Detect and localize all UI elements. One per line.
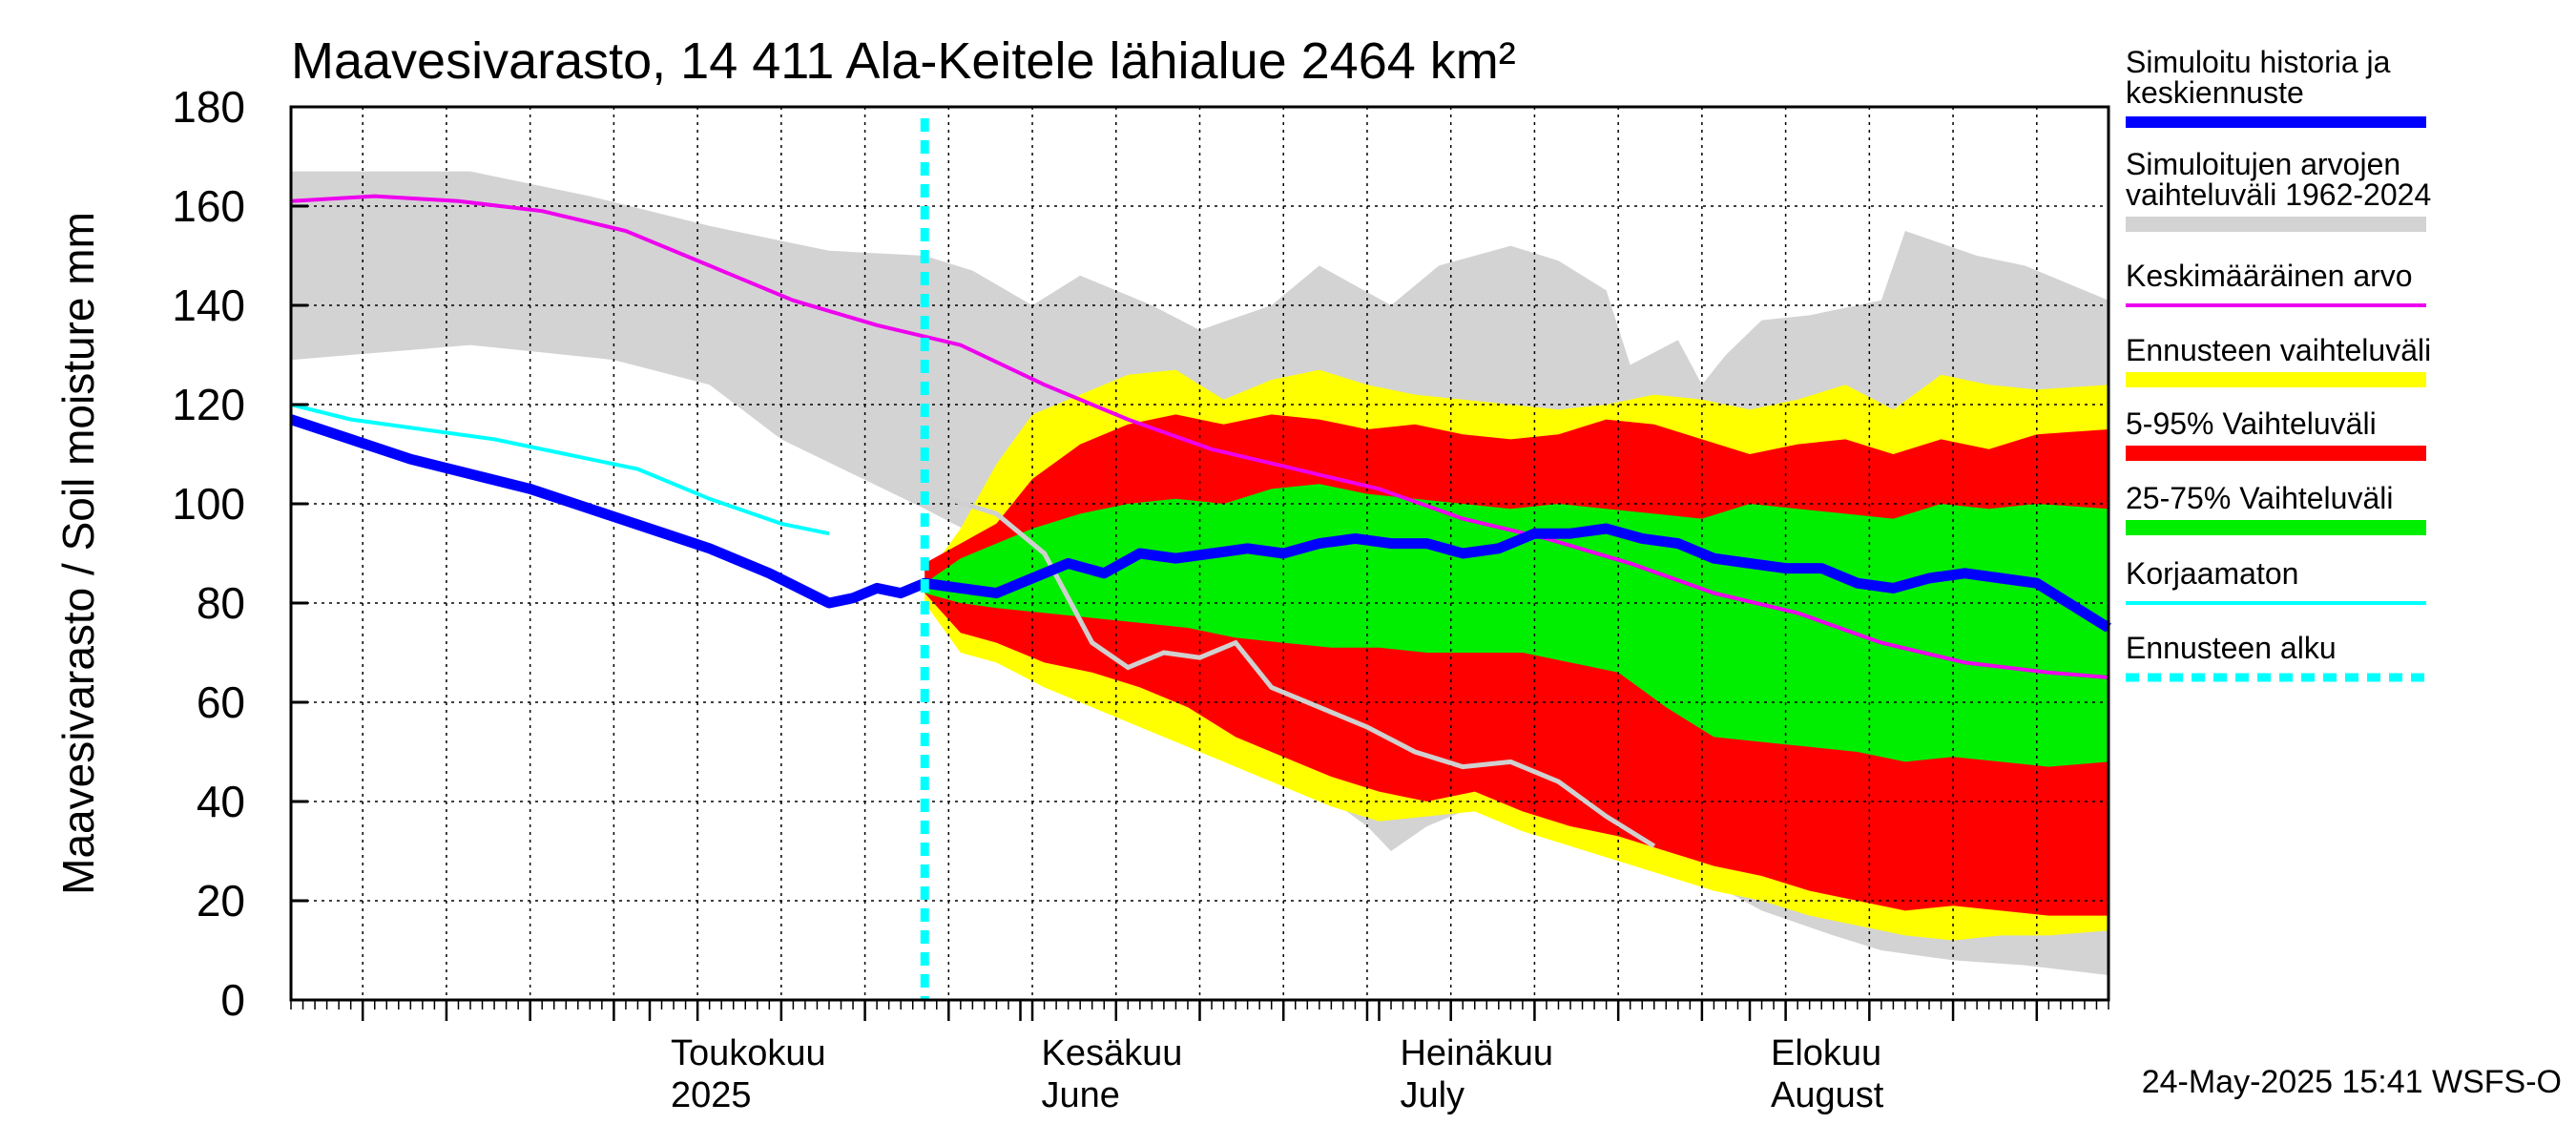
timestamp-footer: 24-May-2025 15:41 WSFS-O xyxy=(2142,1064,2562,1100)
x-month-sublabel: June xyxy=(1042,1075,1120,1115)
legend-label-2: vaihteluväli 1962-2024 xyxy=(2126,177,2431,212)
y-axis-label: Maavesivarasto / Soil moisture mm xyxy=(53,212,103,895)
x-month-sublabel: July xyxy=(1400,1075,1465,1115)
x-month-label: Elokuu xyxy=(1771,1033,1881,1073)
y-tick-label: 0 xyxy=(220,975,245,1025)
x-month-sublabel: August xyxy=(1771,1075,1884,1115)
uncorrected-line xyxy=(290,403,830,536)
legend-label: 25-75% Vaihteluväli xyxy=(2126,481,2393,515)
series-lines xyxy=(289,118,2111,1000)
legend-label: Ennusteen alku xyxy=(2126,631,2337,665)
legend-label: 5-95% Vaihteluväli xyxy=(2126,406,2377,441)
observed-trace-line xyxy=(947,496,1656,848)
y-tick-label: 40 xyxy=(197,777,245,826)
y-tick-label: 180 xyxy=(172,82,245,132)
legend-label-2: keskiennuste xyxy=(2126,75,2304,110)
y-tick-label: 160 xyxy=(172,181,245,231)
x-month-label: Toukokuu xyxy=(671,1033,826,1073)
y-tick-label: 60 xyxy=(197,677,245,727)
grid xyxy=(291,107,2109,1000)
y-tick-label: 80 xyxy=(197,578,245,628)
legend-label: Simuloitujen arvojen xyxy=(2126,147,2400,181)
y-tick-label: 120 xyxy=(172,380,245,429)
x-month-label: Kesäkuu xyxy=(1042,1033,1183,1073)
mean-line xyxy=(290,194,2109,679)
simulated-line xyxy=(289,414,2111,633)
y-tick-label: 20 xyxy=(197,876,245,926)
legend-label: Korjaamaton xyxy=(2126,556,2298,591)
y-tick-label: 140 xyxy=(172,281,245,330)
chart-title: Maavesivarasto, 14 411 Ala-Keitele lähia… xyxy=(291,32,1516,90)
x-month-sublabel: 2025 xyxy=(671,1075,752,1115)
y-tick-label: 100 xyxy=(172,479,245,529)
x-month-label: Heinäkuu xyxy=(1400,1033,1553,1073)
legend-label: Ennusteen vaihteluväli xyxy=(2126,333,2431,367)
legend-label: Simuloitu historia ja xyxy=(2126,45,2391,79)
legend-label: Keskimääräinen arvo xyxy=(2126,259,2413,293)
